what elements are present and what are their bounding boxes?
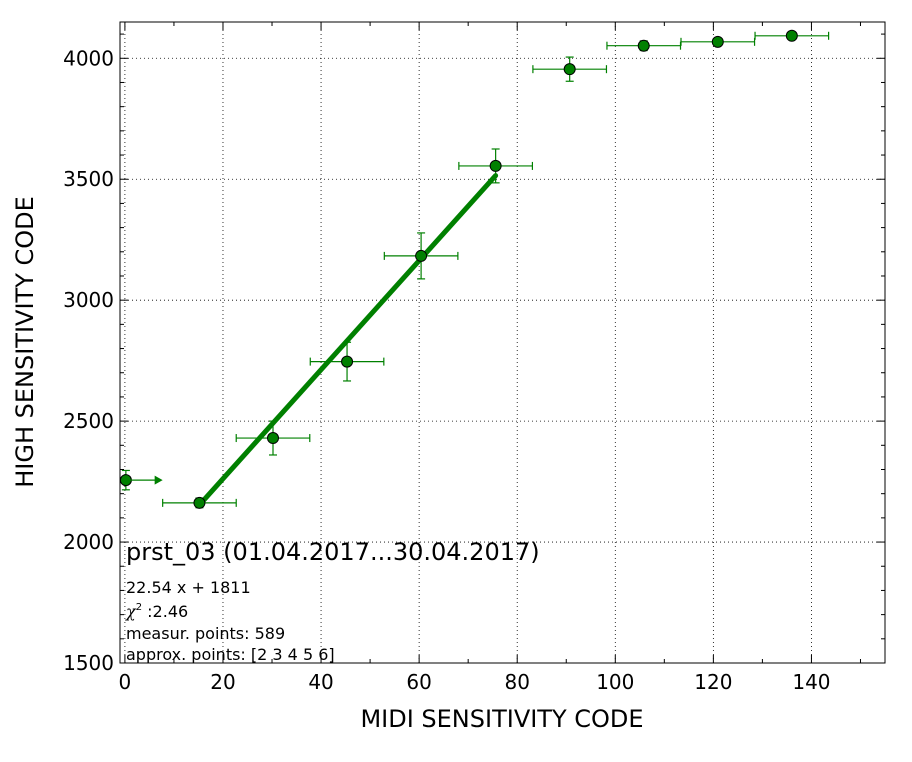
chi-value: :2.46 [142,602,188,621]
chi-exponent: 2 [136,602,142,613]
data-point [162,496,237,509]
point-marker [489,159,502,172]
point-marker [415,249,428,262]
plot-frame [119,21,886,664]
chart-annotation-title: prst_03 (01.04.2017...30.04.2017) [126,538,540,566]
y-tick-label: 1500 [63,651,114,675]
point-marker [563,63,576,76]
fit-equation: 22.54 x + 1811 [126,578,251,597]
x-tick-label: 80 [504,670,529,694]
approx-points: approx. points: [2 3 4 5 6] [126,645,335,664]
chi-symbol: χ [125,602,137,621]
y-tick-label: 3500 [63,167,114,191]
data-point [532,56,608,82]
grid [120,22,885,664]
x-tick-label: 100 [596,670,634,694]
point-marker [267,432,279,445]
upper-limit-arrow [125,475,163,485]
measur-points: measur. points: 589 [126,624,285,643]
x-tick-label: 40 [308,670,333,694]
y-tick-label: 4000 [63,46,114,70]
data-point [458,148,534,184]
fit-line-segment [196,173,499,508]
x-tick-label: 0 [119,670,132,694]
data-points [119,29,830,509]
y-tick-label: 3000 [63,288,114,312]
y-tick-label: 2500 [63,409,114,433]
axis-ticks: 0 20 40 60 80 100 120 140 1500 2000 2500 3000 3500 40… [63,22,885,694]
data-point [309,341,385,382]
x-tick-label: 60 [406,670,431,694]
arrow-head [154,475,163,485]
data-point [606,39,682,52]
point-marker [711,35,724,48]
data-point [680,35,756,48]
data-point [235,420,311,456]
x-axis-label: MIDI SENSITIVITY CODE [360,705,643,733]
point-marker [341,355,354,368]
x-tick-label: 120 [694,670,732,694]
point-marker [193,496,206,509]
chi-square: χ2 :2.46 [125,602,188,621]
y-tick-label: 2000 [63,530,114,554]
point-marker [785,29,798,42]
x-tick-label: 20 [210,670,235,694]
point-marker [637,39,650,52]
data-point [754,29,830,42]
x-tick-label: 140 [792,670,830,694]
fit-line [196,173,499,508]
y-axis-label: HIGH SENSITIVITY CODE [11,196,39,488]
data-point [383,232,459,280]
